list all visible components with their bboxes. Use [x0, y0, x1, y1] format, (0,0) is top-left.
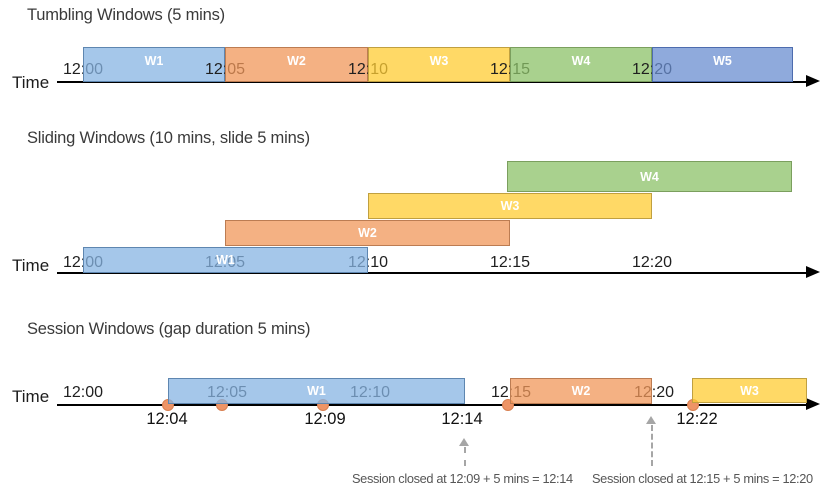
window-bar: W5 — [652, 47, 793, 82]
axis-tick-label: 12:00 — [62, 384, 104, 401]
window-bar: W2 — [225, 47, 368, 82]
window-bar-label: W3 — [500, 199, 520, 213]
annotation-text: Session closed at 12:15 + 5 mins = 12:20 — [592, 471, 813, 486]
axis-arrowhead-icon — [806, 266, 820, 278]
axis-arrowhead-icon — [806, 75, 820, 87]
window-bar-label: W3 — [740, 383, 759, 398]
window-bar: W2 — [510, 378, 652, 404]
window-bar: W1 — [83, 47, 225, 82]
callout-arrowhead-icon — [459, 438, 469, 446]
window-bar: W3 — [368, 47, 510, 82]
axis-line — [57, 404, 806, 406]
window-bar-label: W4 — [640, 169, 659, 184]
window-bar: W3 — [692, 378, 807, 403]
axis-tick-label: 12:15 — [489, 254, 531, 271]
window-bar: W1 — [83, 247, 368, 273]
window-bar-label: W1 — [307, 384, 326, 398]
callout-arrowhead-icon — [646, 416, 656, 424]
event-time-label: 12:09 — [304, 410, 346, 428]
callout-arrow-line — [651, 425, 653, 466]
window-bar-label: W3 — [429, 54, 449, 68]
window-bar-label: W2 — [287, 54, 306, 68]
window-bar: W4 — [507, 161, 792, 192]
window-bar: W1 — [168, 378, 465, 404]
annotation-text: Session closed at 12:09 + 5 mins = 12:14 — [352, 471, 573, 486]
event-time-label: 12:14 — [441, 410, 483, 428]
axis-line — [57, 81, 806, 83]
time-axis-label: Time — [12, 73, 50, 92]
window-bar-label: W2 — [571, 384, 591, 398]
window-bar-label: W2 — [358, 226, 377, 240]
section-title: Tumbling Windows (5 mins) — [27, 6, 225, 24]
window-bar-label: W1 — [216, 253, 235, 267]
window-bar: W3 — [368, 193, 652, 219]
time-axis-label: Time — [12, 256, 50, 275]
axis-tick-label: 12:20 — [631, 254, 673, 271]
window-bar-label: W5 — [713, 54, 732, 68]
window-bar: W4 — [510, 47, 652, 82]
section-title: Sliding Windows (10 mins, slide 5 mins) — [27, 129, 310, 147]
window-bar-label: W1 — [144, 54, 164, 68]
section-title: Session Windows (gap duration 5 mins) — [27, 320, 311, 338]
event-time-label: 12:22 — [676, 410, 718, 428]
time-axis-label: Time — [12, 387, 50, 406]
axis-arrowhead-icon — [806, 398, 820, 410]
axis-line — [57, 272, 806, 274]
callout-arrow-line — [464, 447, 466, 466]
window-bar: W2 — [225, 220, 510, 246]
window-bar-label: W4 — [571, 54, 591, 68]
event-time-label: 12:04 — [146, 410, 188, 428]
